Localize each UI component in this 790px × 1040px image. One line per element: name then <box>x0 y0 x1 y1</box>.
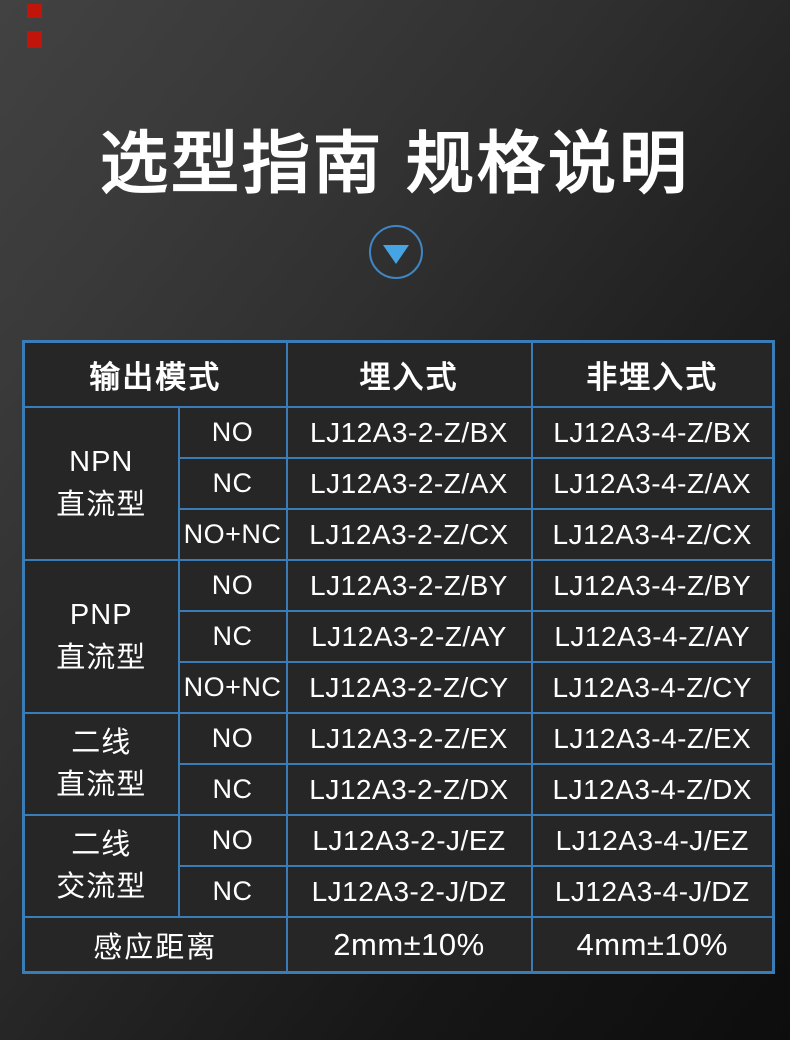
table-row: NC LJ12A3-2-J/DZ LJ12A3-4-J/DZ <box>24 865 775 918</box>
sensing-distance-non-embedded: 4mm±10% <box>530 916 775 974</box>
group-label-line: 二线 <box>71 726 132 759</box>
mode-cell: NO <box>177 559 288 612</box>
model-cell-embedded: LJ12A3-2-Z/DX <box>285 763 533 816</box>
sensing-distance-embedded: 2mm±10% <box>285 916 533 974</box>
model-cell-embedded: LJ12A3-2-J/DZ <box>285 865 533 918</box>
sensing-distance-label: 感应距离 <box>22 916 288 974</box>
model-cell-embedded: LJ12A3-2-Z/EX <box>285 712 533 765</box>
mode-cell: NC <box>177 865 288 918</box>
group-label-line: 直流型 <box>56 769 147 801</box>
model-cell-non-embedded: LJ12A3-4-Z/DX <box>530 763 775 816</box>
table-row: 二线 交流型 NO LJ12A3-2-J/EZ LJ12A3-4-J/EZ <box>22 814 775 918</box>
model-cell-embedded: LJ12A3-2-Z/AX <box>285 457 533 510</box>
red-mark-bottom <box>27 31 42 48</box>
spec-table: 输出模式 埋入式 非埋入式 NPN 直流型 NO LJ12A3-2-Z/BX L… <box>22 340 775 974</box>
model-cell-non-embedded: LJ12A3-4-J/DZ <box>530 865 775 918</box>
table-footer-row: 感应距离 2mm±10% 4mm±10% <box>22 916 775 974</box>
header-cell-non-embedded: 非埋入式 <box>530 340 775 408</box>
table-row: PNP 直流型 NO LJ12A3-2-Z/BY LJ12A3-4-Z/BY <box>22 559 775 714</box>
mode-cell: NO+NC <box>177 508 288 561</box>
mode-cell: NO <box>177 406 288 459</box>
table-row: 二线 直流型 NO LJ12A3-2-Z/EX LJ12A3-4-Z/EX <box>22 712 775 816</box>
model-cell-non-embedded: LJ12A3-4-Z/BY <box>530 559 775 612</box>
model-cell-non-embedded: LJ12A3-4-Z/CX <box>530 508 775 561</box>
model-cell-embedded: LJ12A3-2-Z/CY <box>285 661 533 714</box>
model-cell-non-embedded: LJ12A3-4-Z/EX <box>530 712 775 765</box>
group-label-line: 交流型 <box>56 871 147 903</box>
group-label-line: PNP <box>69 599 133 632</box>
header-cell-embedded: 埋入式 <box>285 340 533 408</box>
group-label-line: 二线 <box>71 828 132 861</box>
mode-cell: NC <box>177 610 288 663</box>
model-cell-non-embedded: LJ12A3-4-J/EZ <box>530 814 775 867</box>
mode-cell: NC <box>177 457 288 510</box>
group-label-2wire-ac: 二线 交流型 <box>22 814 180 918</box>
mode-cell: NO <box>177 814 288 867</box>
table-row: NO+NC LJ12A3-2-Z/CY LJ12A3-4-Z/CY <box>24 661 775 714</box>
model-cell-embedded: LJ12A3-2-Z/CX <box>285 508 533 561</box>
model-cell-embedded: LJ12A3-2-J/EZ <box>285 814 533 867</box>
group-label-pnp-dc: PNP 直流型 <box>22 559 180 714</box>
model-cell-embedded: LJ12A3-2-Z/BX <box>285 406 533 459</box>
mode-cell: NO+NC <box>177 661 288 714</box>
table-row: NC LJ12A3-2-Z/AY LJ12A3-4-Z/AY <box>24 610 775 663</box>
mode-cell: NC <box>177 763 288 816</box>
mode-cell: NO <box>177 712 288 765</box>
table-row: NC LJ12A3-2-Z/AX LJ12A3-4-Z/AX <box>24 457 775 510</box>
table-row: NC LJ12A3-2-Z/DX LJ12A3-4-Z/DX <box>24 763 775 816</box>
model-cell-embedded: LJ12A3-2-Z/AY <box>285 610 533 663</box>
model-cell-non-embedded: LJ12A3-4-Z/CY <box>530 661 775 714</box>
header-cell-output-mode: 输出模式 <box>22 340 288 408</box>
page-title: 选型指南 规格说明 <box>100 126 690 202</box>
model-cell-non-embedded: LJ12A3-4-Z/AX <box>530 457 775 510</box>
model-cell-non-embedded: LJ12A3-4-Z/BX <box>530 406 775 459</box>
group-label-line: 直流型 <box>56 641 147 674</box>
table-row: NO+NC LJ12A3-2-Z/CX LJ12A3-4-Z/CX <box>24 508 775 561</box>
group-label-2wire-dc: 二线 直流型 <box>22 712 180 816</box>
table-header-row: 输出模式 埋入式 非埋入式 <box>22 340 775 408</box>
arrow-down-icon <box>383 245 409 264</box>
model-cell-non-embedded: LJ12A3-4-Z/AY <box>530 610 775 663</box>
group-label-line: 直流型 <box>56 488 147 521</box>
table-row: NPN 直流型 NO LJ12A3-2-Z/BX LJ12A3-4-Z/BX <box>22 406 775 561</box>
group-label-npn-dc: NPN 直流型 <box>22 406 180 561</box>
red-mark-top <box>27 4 42 18</box>
scroll-down-indicator <box>369 225 423 279</box>
group-label-line: NPN <box>69 446 134 479</box>
model-cell-embedded: LJ12A3-2-Z/BY <box>285 559 533 612</box>
